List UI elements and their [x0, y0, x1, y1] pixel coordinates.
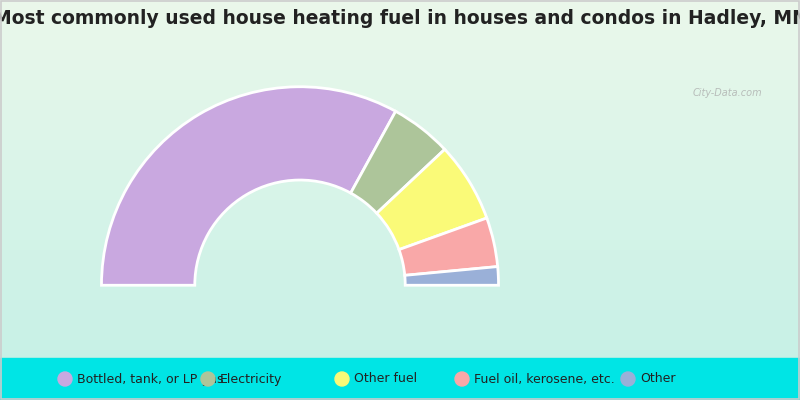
Text: Most commonly used house heating fuel in houses and condos in Hadley, MN: Most commonly used house heating fuel in…	[0, 9, 800, 28]
Circle shape	[335, 372, 349, 386]
Text: Electricity: Electricity	[220, 372, 282, 386]
Wedge shape	[399, 218, 498, 275]
Text: City-Data.com: City-Data.com	[692, 88, 762, 98]
Circle shape	[621, 372, 635, 386]
Text: Fuel oil, kerosene, etc.: Fuel oil, kerosene, etc.	[474, 372, 614, 386]
Text: Other: Other	[640, 372, 675, 386]
Wedge shape	[405, 266, 498, 285]
Wedge shape	[377, 149, 486, 250]
Circle shape	[201, 372, 215, 386]
Wedge shape	[102, 87, 396, 285]
Text: Other fuel: Other fuel	[354, 372, 417, 386]
Circle shape	[455, 372, 469, 386]
Text: Bottled, tank, or LP gas: Bottled, tank, or LP gas	[77, 372, 223, 386]
Wedge shape	[350, 111, 445, 213]
Bar	[0, 358, 800, 400]
Circle shape	[58, 372, 72, 386]
